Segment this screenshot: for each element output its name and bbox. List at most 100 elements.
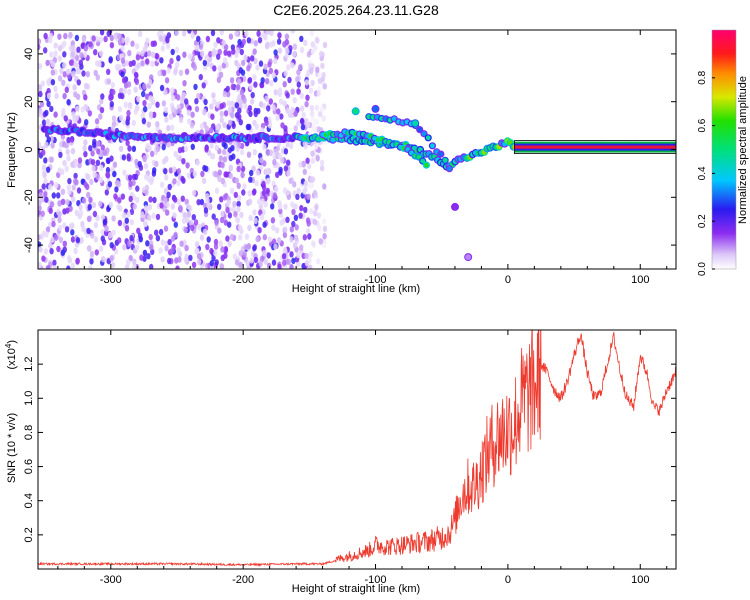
spectrogram-noise-cell: [270, 203, 275, 210]
spectrogram-noise-cell: [176, 55, 181, 62]
spectrogram-noise-cell: [91, 201, 97, 209]
spectrogram-noise-cell: [318, 110, 323, 118]
spectrogram-noise-cell: [84, 119, 89, 126]
spectrogram-noise-cell: [150, 150, 155, 157]
spectrogram-noise-cell: [111, 115, 117, 122]
spectrogram-noise-cell: [295, 193, 300, 200]
spectrogram-noise-cell: [108, 57, 113, 64]
spectrogram-noise-cell: [50, 79, 56, 86]
spectrogram-noise-cell: [306, 193, 311, 200]
spectrogram-noise-cell: [108, 232, 113, 239]
spectrogram-noise-cell: [161, 100, 167, 107]
spectrogram-noise-cell: [215, 101, 220, 109]
spectrogram-noise-cell: [43, 248, 49, 255]
spectrogram-noise-cell: [236, 141, 242, 148]
spectrogram-noise-cell: [69, 136, 75, 143]
spectrogram-noise-cell: [247, 77, 253, 84]
colorbar-gradient: [712, 30, 736, 269]
spectrogram-noise-cell: [220, 246, 225, 253]
spectrogram-noise-cell: [238, 119, 243, 126]
spectrogram-noise-cell: [240, 165, 246, 173]
spectrogram-noise-cell: [170, 247, 175, 254]
spectrogram-noise-cell: [79, 237, 84, 244]
spectrogram-noise-cell: [177, 107, 182, 115]
spectrogram-noise-cell: [152, 167, 157, 174]
spectrogram-noise-cell: [266, 252, 271, 259]
spectrogram-noise-cell: [210, 113, 215, 120]
spectrogram-noise-cell: [296, 120, 301, 127]
spectrogram-noise-cell: [199, 123, 205, 130]
spectrogram-noise-cell: [267, 236, 272, 243]
spectrogram-noise-cell: [144, 93, 150, 100]
spectrogram-noise-cell: [228, 33, 234, 40]
spectrogram-noise-cell: [142, 99, 147, 107]
spectrogram-noise-cell: [321, 241, 327, 249]
spectrogram-noise-cell: [277, 32, 282, 39]
spectrogram-noise-cell: [155, 101, 160, 108]
spectrogram-noise-cell: [183, 145, 189, 152]
spectrogram-noise-cell: [225, 85, 230, 93]
spectrogram-noise-cell: [38, 261, 42, 269]
spectrogram-noise-cell: [136, 95, 141, 103]
spectrogram-noise-cell: [290, 62, 295, 69]
spectrogram-noise-cell: [252, 245, 257, 252]
spectrogram-noise-cell: [319, 105, 325, 113]
spectrogram-noise-cell: [49, 201, 55, 208]
spectrogram-noise-cell: [67, 188, 72, 196]
snr-x-tick-label: -300: [100, 574, 122, 586]
spectrogram-noise-cell: [38, 199, 42, 207]
spectrogram-noise-cell: [291, 208, 296, 216]
spectrogram-noise-cell: [220, 210, 225, 217]
spectrogram-noise-cell: [158, 35, 163, 42]
spectrogram-noise-cell: [239, 148, 245, 156]
spectrogram-noise-cell: [286, 170, 291, 177]
spectrogram-noise-cell: [219, 110, 224, 118]
spectrogram-noise-cell: [60, 188, 66, 195]
spectrogram-noise-cell: [273, 49, 278, 56]
spectrogram-noise-cell: [68, 31, 73, 39]
spectrogram-noise-cell: [133, 86, 138, 93]
spectrogram-noise-cell: [66, 99, 71, 106]
spectrogram-noise-cell: [302, 140, 307, 147]
spectrogram-branch-trace-cell: [441, 156, 449, 164]
spectrogram-noise-cell: [265, 178, 270, 185]
spectrogram-noise-cell: [234, 177, 240, 184]
spectrogram-noise-cell: [231, 206, 236, 213]
spectrogram-noise-cell: [285, 141, 290, 148]
spectrogram-noise-cell: [291, 257, 296, 264]
snr-y-tick-label: 0.2: [23, 527, 35, 542]
spectrogram-noise-cell: [132, 203, 137, 210]
spectrogram-noise-cell: [226, 100, 231, 107]
spectrogram-noise-cell: [227, 50, 232, 57]
spectrogram-noise-cell: [167, 238, 172, 246]
spectrogram-noise-cell: [155, 235, 161, 242]
spectrogram-noise-cell: [80, 221, 85, 228]
spectrogram-y-tick-label: -20: [23, 189, 35, 205]
spectrogram-noise-cell: [173, 196, 178, 203]
spectrogram-noise-cell: [266, 262, 272, 269]
spectrogram-noise-cell: [102, 149, 108, 156]
spectrogram-noise-cell: [304, 260, 310, 267]
spectrogram-noise-cell: [209, 260, 214, 267]
spectrogram-noise-cell: [249, 257, 254, 264]
spectrogram-noise-cell: [310, 116, 316, 123]
spectrogram-noise-cell: [230, 112, 235, 119]
spectrogram-noise-cell: [292, 181, 297, 188]
spectrogram-noise-cell: [285, 189, 290, 196]
colorbar-tick-label: 0.6: [697, 118, 708, 132]
spectrogram-noise-cell: [214, 144, 219, 151]
spectrogram-noise-cell: [269, 190, 274, 197]
snr-plot-area: [38, 330, 676, 569]
spectrogram-noise-cell: [75, 67, 81, 75]
spectrogram-noise-cell: [40, 80, 45, 87]
spectrogram-noise-cell: [256, 30, 261, 37]
spectrogram-noise-cell: [196, 199, 201, 206]
spectrogram-noise-cell: [225, 206, 230, 214]
spectrogram-noise-cell: [81, 36, 87, 44]
spectrogram-noise-cell: [83, 82, 89, 90]
spectrogram-noise-cell: [134, 78, 140, 86]
spectrogram-noise-cell: [150, 51, 156, 58]
spectrogram-noise-cell: [278, 207, 283, 215]
spectrogram-noise-cell: [246, 65, 251, 72]
spectrogram-noise-cell: [172, 212, 177, 219]
